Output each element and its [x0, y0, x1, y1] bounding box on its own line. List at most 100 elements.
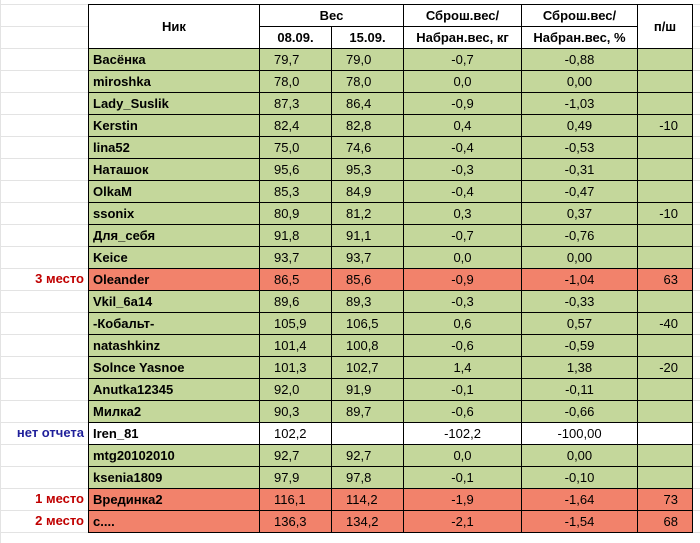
ps-cell[interactable] [637, 246, 693, 269]
diff-kg-cell[interactable]: 1,4 [403, 356, 522, 379]
nick-cell[interactable]: Solnce Yasnoe [88, 356, 260, 379]
diff-kg-cell[interactable]: 0,6 [403, 312, 522, 335]
nick-cell[interactable]: OlkaM [88, 180, 260, 203]
weight-0809-cell[interactable]: 101,4 [259, 334, 332, 357]
diff-kg-cell[interactable]: -102,2 [403, 422, 522, 445]
diff-kg-cell[interactable]: -0,4 [403, 180, 522, 203]
weight-1509-cell[interactable]: 79,0 [331, 48, 404, 71]
diff-kg-cell[interactable]: -0,7 [403, 224, 522, 247]
ps-cell[interactable] [637, 136, 693, 159]
diff-pct-cell[interactable]: -1,03 [521, 92, 638, 115]
diff-kg-cell[interactable]: -2,1 [403, 510, 522, 533]
diff-pct-cell[interactable]: -0,53 [521, 136, 638, 159]
weight-1509-cell[interactable]: 91,9 [331, 378, 404, 401]
diff-kg-cell[interactable]: -0,9 [403, 268, 522, 291]
nick-cell[interactable]: Милка2 [88, 400, 260, 423]
header-diff-kg-line2[interactable]: Набран.вес, кг [403, 26, 522, 49]
ps-cell[interactable] [637, 224, 693, 247]
diff-pct-cell[interactable]: -100,00 [521, 422, 638, 445]
ps-cell[interactable]: 73 [637, 488, 693, 511]
weight-0809-cell[interactable]: 75,0 [259, 136, 332, 159]
weight-0809-cell[interactable]: 97,9 [259, 466, 332, 489]
ps-cell[interactable] [637, 444, 693, 467]
diff-kg-cell[interactable]: 0,4 [403, 114, 522, 137]
weight-1509-cell[interactable]: 78,0 [331, 70, 404, 93]
diff-kg-cell[interactable]: -0,9 [403, 92, 522, 115]
weight-0809-cell[interactable]: 136,3 [259, 510, 332, 533]
weight-0809-cell[interactable]: 101,3 [259, 356, 332, 379]
weight-1509-cell[interactable]: 106,5 [331, 312, 404, 335]
weight-0809-cell[interactable]: 92,7 [259, 444, 332, 467]
ps-cell[interactable] [637, 422, 693, 445]
ps-cell[interactable]: -40 [637, 312, 693, 335]
weight-1509-cell[interactable]: 95,3 [331, 158, 404, 181]
weight-1509-cell[interactable]: 92,7 [331, 444, 404, 467]
weight-1509-cell[interactable]: 82,8 [331, 114, 404, 137]
ps-cell[interactable] [637, 290, 693, 313]
diff-pct-cell[interactable]: -1,54 [521, 510, 638, 533]
weight-0809-cell[interactable]: 85,3 [259, 180, 332, 203]
weight-1509-cell[interactable]: 97,8 [331, 466, 404, 489]
diff-kg-cell[interactable]: -0,3 [403, 158, 522, 181]
weight-1509-cell[interactable]: 100,8 [331, 334, 404, 357]
ps-cell[interactable]: -10 [637, 202, 693, 225]
diff-pct-cell[interactable]: 0,00 [521, 444, 638, 467]
nick-cell[interactable]: с.... [88, 510, 260, 533]
weight-0809-cell[interactable]: 116,1 [259, 488, 332, 511]
diff-pct-cell[interactable]: -0,31 [521, 158, 638, 181]
ps-cell[interactable]: -20 [637, 356, 693, 379]
header-diff-pct-line2[interactable]: Набран.вес, % [521, 26, 638, 49]
ps-cell[interactable] [637, 92, 693, 115]
diff-kg-cell[interactable]: -0,7 [403, 48, 522, 71]
weight-0809-cell[interactable]: 79,7 [259, 48, 332, 71]
ps-cell[interactable] [637, 70, 693, 93]
weight-0809-cell[interactable]: 87,3 [259, 92, 332, 115]
ps-cell[interactable] [637, 334, 693, 357]
nick-cell[interactable]: Lady_Suslik [88, 92, 260, 115]
nick-cell[interactable]: natashkinz [88, 334, 260, 357]
ps-cell[interactable] [637, 378, 693, 401]
weight-0809-cell[interactable]: 78,0 [259, 70, 332, 93]
header-nick[interactable]: Ник [88, 4, 260, 49]
diff-kg-cell[interactable]: -0,6 [403, 334, 522, 357]
diff-kg-cell[interactable]: -0,1 [403, 378, 522, 401]
diff-kg-cell[interactable]: -0,3 [403, 290, 522, 313]
weight-1509-cell[interactable]: 85,6 [331, 268, 404, 291]
diff-kg-cell[interactable]: -0,4 [403, 136, 522, 159]
diff-pct-cell[interactable]: -0,11 [521, 378, 638, 401]
weight-0809-cell[interactable]: 86,5 [259, 268, 332, 291]
diff-pct-cell[interactable]: 0,37 [521, 202, 638, 225]
weight-1509-cell[interactable]: 102,7 [331, 356, 404, 379]
header-ps[interactable]: п/ш [637, 4, 693, 49]
nick-cell[interactable]: ksenia1809 [88, 466, 260, 489]
weight-0809-cell[interactable]: 80,9 [259, 202, 332, 225]
ps-cell[interactable] [637, 158, 693, 181]
ps-cell[interactable]: -10 [637, 114, 693, 137]
nick-cell[interactable]: Anutka12345 [88, 378, 260, 401]
diff-pct-cell[interactable]: 1,38 [521, 356, 638, 379]
weight-0809-cell[interactable]: 89,6 [259, 290, 332, 313]
nick-cell[interactable]: Oleander [88, 268, 260, 291]
header-diff-pct-line1[interactable]: Сброш.вес/ [521, 4, 638, 27]
weight-0809-cell[interactable]: 93,7 [259, 246, 332, 269]
ps-cell[interactable] [637, 400, 693, 423]
diff-pct-cell[interactable]: 0,49 [521, 114, 638, 137]
diff-kg-cell[interactable]: 0,3 [403, 202, 522, 225]
ps-cell[interactable] [637, 466, 693, 489]
weight-1509-cell[interactable]: 134,2 [331, 510, 404, 533]
weight-0809-cell[interactable]: 105,9 [259, 312, 332, 335]
nick-cell[interactable]: Vkil_6a14 [88, 290, 260, 313]
diff-kg-cell[interactable]: 0,0 [403, 246, 522, 269]
weight-1509-cell[interactable]: 89,7 [331, 400, 404, 423]
nick-cell[interactable]: Для_себя [88, 224, 260, 247]
header-weight[interactable]: Вес [259, 4, 404, 27]
diff-pct-cell[interactable]: -0,76 [521, 224, 638, 247]
nick-cell[interactable]: Врединка2 [88, 488, 260, 511]
weight-1509-cell[interactable]: 91,1 [331, 224, 404, 247]
weight-1509-cell[interactable]: 114,2 [331, 488, 404, 511]
nick-cell[interactable]: Наташок [88, 158, 260, 181]
nick-cell[interactable]: lina52 [88, 136, 260, 159]
diff-pct-cell[interactable]: 0,00 [521, 246, 638, 269]
ps-cell[interactable]: 68 [637, 510, 693, 533]
diff-kg-cell[interactable]: -1,9 [403, 488, 522, 511]
